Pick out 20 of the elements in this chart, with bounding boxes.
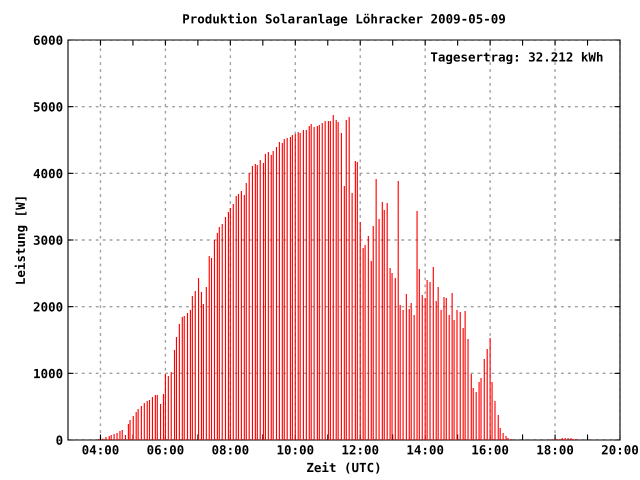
x-tick-label: 14:00: [408, 445, 444, 455]
y-tick-label: 2000: [34, 302, 62, 312]
y-tick-label: 3000: [34, 235, 62, 245]
y-tick-label: 0: [56, 435, 62, 445]
chart-title: Produktion Solaranlage Löhracker 2009-05-09: [183, 13, 506, 26]
y-tick-label: 5000: [34, 102, 62, 112]
x-tick-label: 12:00: [342, 445, 378, 455]
y-tick-label: 6000: [34, 35, 62, 45]
x-tick-label: 08:00: [212, 445, 248, 455]
y-tick-label: 1000: [34, 368, 62, 378]
y-axis-title: Leistung [W]: [14, 197, 28, 284]
x-tick-label: 16:00: [472, 445, 508, 455]
annotation: Tagesertrag: 32.212 kWh: [430, 52, 602, 64]
x-tick-label: 06:00: [147, 445, 184, 455]
y-tick-label: 4000: [34, 168, 62, 178]
x-tick-label: 10:00: [278, 445, 314, 455]
x-tick-label: 04:00: [82, 445, 119, 455]
x-tick-label: 20:00: [602, 445, 638, 455]
x-tick-label: 18:00: [537, 445, 574, 455]
x-axis-title: Zeit (UTC): [307, 462, 380, 474]
